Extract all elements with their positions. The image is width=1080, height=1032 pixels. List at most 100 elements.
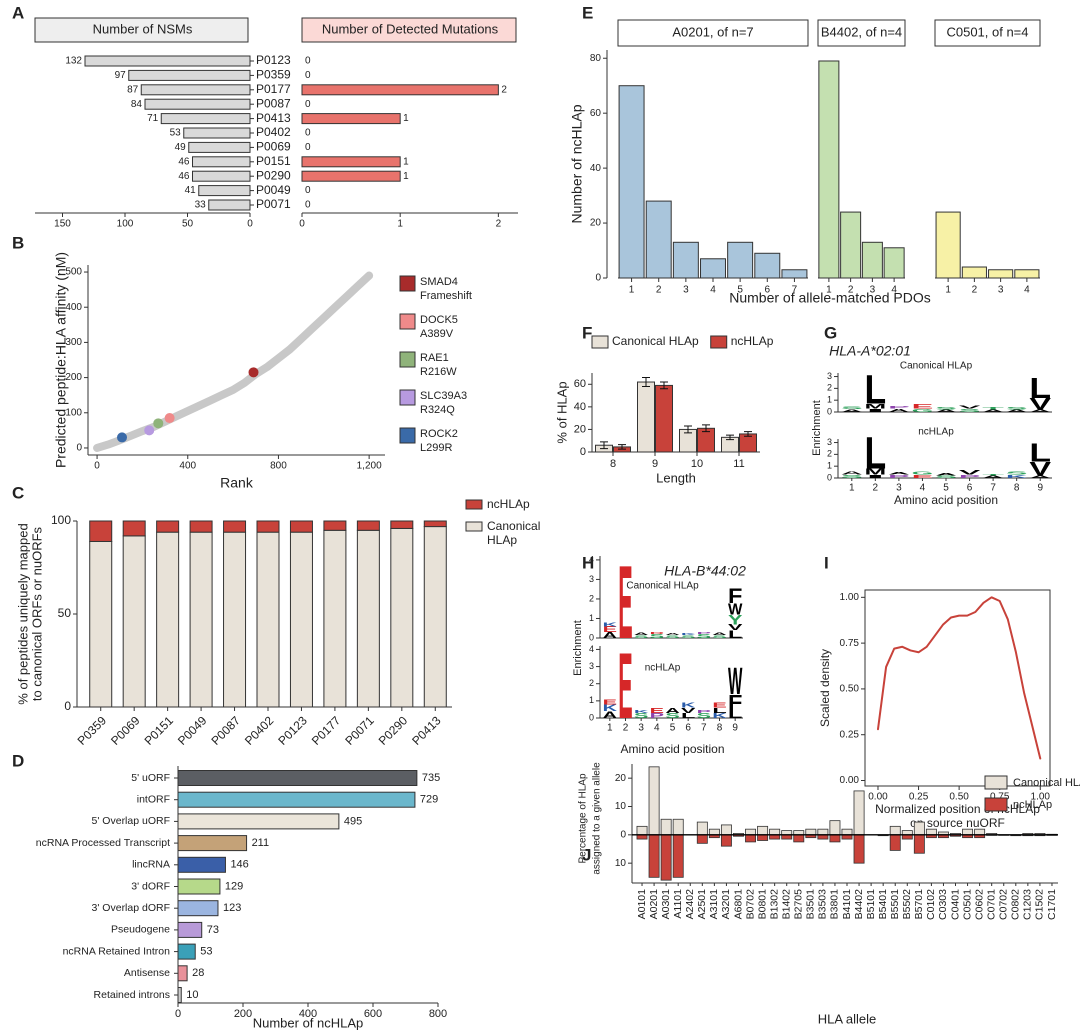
logo-letter: A xyxy=(1029,475,1053,479)
logo-letter: A xyxy=(982,475,1006,479)
bar xyxy=(648,834,660,878)
value-label: 71 xyxy=(147,113,159,124)
error-bar xyxy=(684,425,692,434)
bar-segment xyxy=(356,529,380,708)
bar xyxy=(660,834,672,881)
highlight-point xyxy=(164,413,175,424)
bar-segment xyxy=(256,520,280,533)
bar xyxy=(925,828,937,836)
x-tick-label: 1 xyxy=(945,285,951,296)
logo-letter: V xyxy=(1029,395,1051,413)
legend-swatch xyxy=(984,797,1008,812)
logo-letter: S xyxy=(697,633,713,639)
x-tick-label: B3801 xyxy=(829,889,841,920)
y-tick-label: 0 xyxy=(64,699,71,713)
x-tick-label: 9 xyxy=(1037,483,1043,494)
logo-letter: V xyxy=(1029,459,1052,480)
panel-label: A xyxy=(12,3,24,22)
value-label: 53 xyxy=(170,128,182,139)
x-tick-label: C0501 xyxy=(961,889,973,920)
x-axis-label: Amino acid position xyxy=(620,742,724,756)
bar-segment xyxy=(423,520,447,528)
x-tick-label: C0401 xyxy=(949,889,961,920)
y-tick-label: 0 xyxy=(580,446,586,458)
x-tick-label: C0702 xyxy=(998,889,1010,920)
logo-letter: A xyxy=(841,470,864,476)
value-label: 735 xyxy=(422,772,440,784)
x-tick-label: A2402 xyxy=(684,889,696,920)
bar-segment xyxy=(223,531,247,708)
bar-segment xyxy=(89,520,113,542)
category-label: P0402 xyxy=(256,125,291,139)
bar-segment xyxy=(156,520,180,533)
x-tick-label: 800 xyxy=(429,1008,447,1020)
bar xyxy=(672,818,684,836)
panel-label: J xyxy=(582,845,591,864)
error-bar xyxy=(726,434,734,441)
logo-letter: P xyxy=(697,709,711,714)
bar xyxy=(696,821,708,836)
value-label: 1 xyxy=(403,171,409,182)
x-tick-label: 0 xyxy=(299,219,305,230)
x-tick-label: 10 xyxy=(691,458,703,470)
x-tick-label: 1.00 xyxy=(1031,792,1051,803)
x-axis-label: Number of ncHLAp xyxy=(253,1015,364,1030)
x-tick-label: 0.50 xyxy=(949,792,969,803)
x-tick-label: 3 xyxy=(870,285,876,296)
logo-letter: E xyxy=(912,474,934,480)
logo-subtitle: Canonical HLAp xyxy=(900,361,973,372)
x-tick-label: 1 xyxy=(826,285,832,296)
x-tick-label: 0.25 xyxy=(909,792,929,803)
facet-header xyxy=(817,19,906,47)
facet-title: Number of Detected Mutations xyxy=(322,21,499,36)
logo-letter: S xyxy=(634,711,649,719)
x-tick-label: 6 xyxy=(967,483,973,494)
y-tick-label: 0.50 xyxy=(840,684,860,695)
y-tick-label: 0 xyxy=(595,273,601,284)
logo-letter: E xyxy=(912,402,935,410)
highlight-point xyxy=(248,367,259,378)
legend-label: RAE1 R216W xyxy=(420,352,457,378)
legend-label-box: SMAD4 Frameshift xyxy=(420,276,472,302)
legend-swatch xyxy=(710,335,728,349)
error-bar xyxy=(744,431,752,437)
value-label: 129 xyxy=(225,880,243,892)
logo-letter: I xyxy=(864,474,886,480)
x-tick-label: 800 xyxy=(270,461,287,472)
y-tick-label: 60 xyxy=(574,378,586,390)
x-tick-label: B3503 xyxy=(817,889,829,920)
logo-letter: E xyxy=(650,706,665,714)
bar xyxy=(140,84,251,96)
x-tick-label: B0702 xyxy=(744,889,756,920)
y-tick-label: 10 xyxy=(615,858,627,869)
y-tick-label: 20 xyxy=(574,423,586,435)
bar xyxy=(672,241,699,279)
bar xyxy=(720,824,732,836)
x-tick-label: C1502 xyxy=(1034,889,1046,920)
bar xyxy=(301,84,499,96)
x-tick-label: B0801 xyxy=(756,889,768,920)
error-bar xyxy=(660,381,668,390)
value-label: 495 xyxy=(344,815,362,827)
bar xyxy=(660,818,672,836)
x-axis-label: Rank xyxy=(220,475,254,491)
x-axis-label: Length xyxy=(656,470,696,485)
bar xyxy=(889,825,901,836)
bar-segment xyxy=(390,520,414,529)
logo-letter: F xyxy=(728,584,742,608)
value-label: 0 xyxy=(305,128,311,139)
facet-title: Number of NSMs xyxy=(93,21,193,36)
bar xyxy=(177,770,418,786)
logo-letter: E xyxy=(712,701,727,709)
logo-letter: A xyxy=(634,631,650,636)
logo-letter: A xyxy=(665,633,681,636)
logo-letter: K xyxy=(634,709,649,714)
bar xyxy=(961,266,987,279)
bar xyxy=(177,813,340,830)
y-tick-label: 0 xyxy=(76,443,82,454)
y-tick-label: 1 xyxy=(589,695,594,705)
value-label: 28 xyxy=(192,967,204,979)
bar xyxy=(935,211,961,279)
logo-letter: S xyxy=(697,711,712,719)
